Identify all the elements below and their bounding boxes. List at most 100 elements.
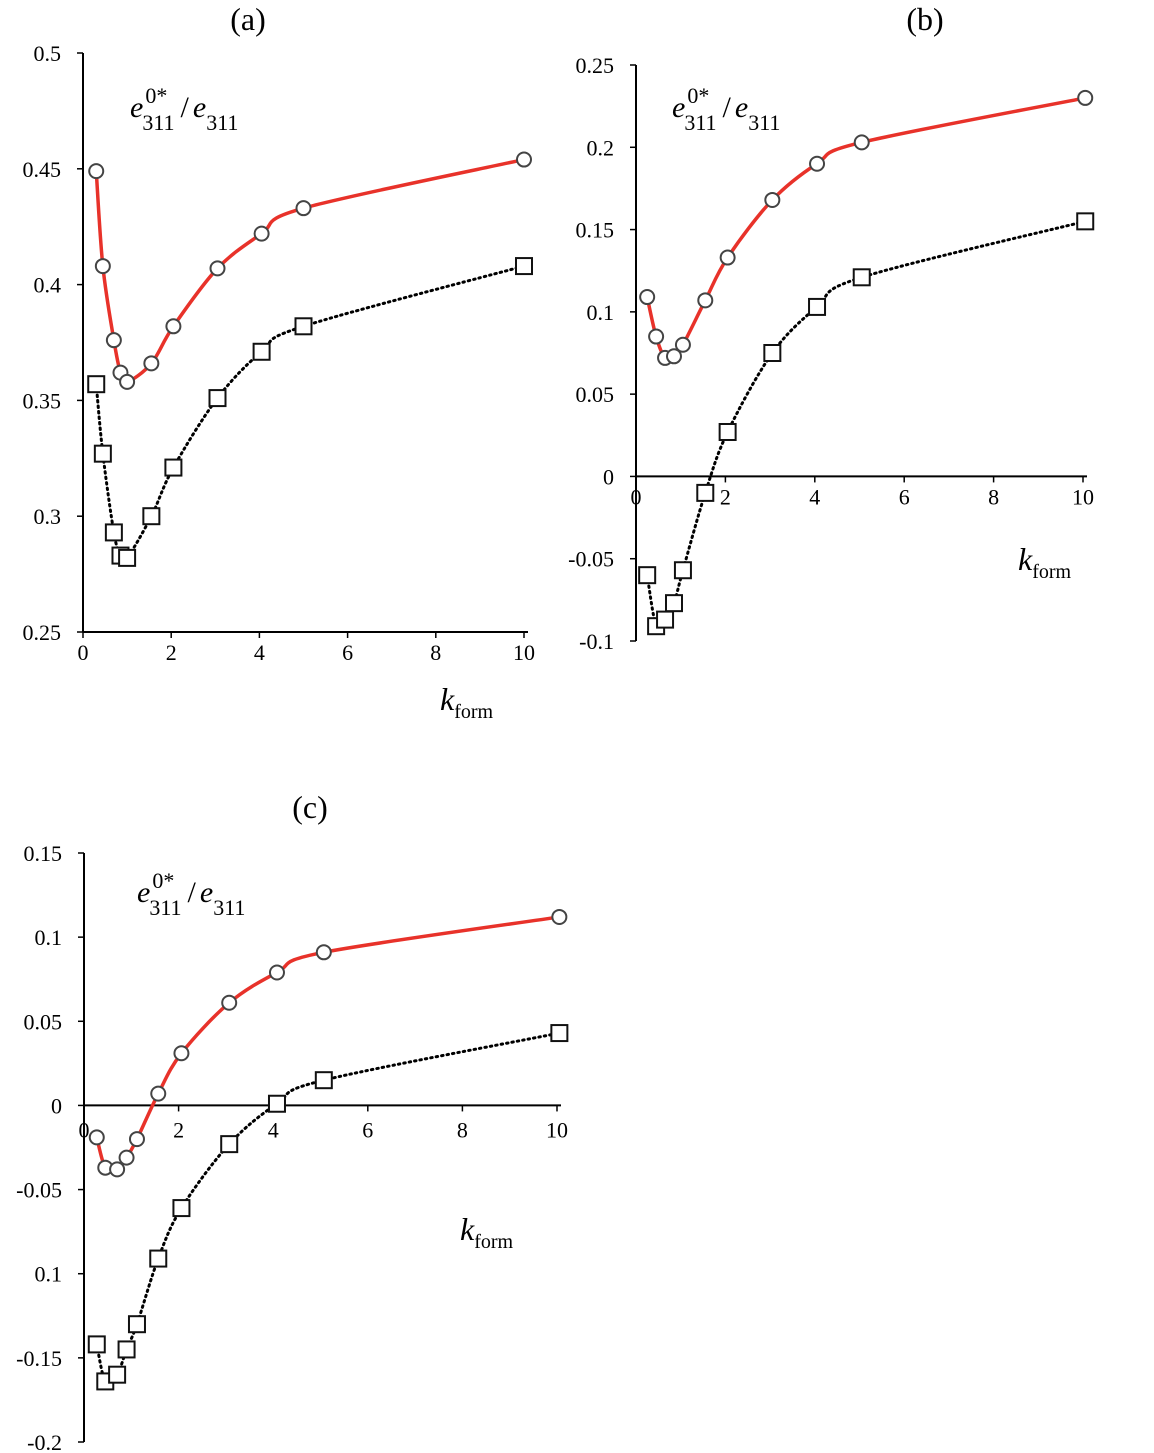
chart-panel-c: (c) -0.2 -0.15 0.1 -0.05 0 0.05 0.1 0.15 0 2 4 6 8 10 e… (16, 789, 569, 1453)
data-point-square (87, 375, 106, 394)
x-tick-label: 6 (362, 1117, 373, 1142)
y-tick-label: 0.05 (24, 1009, 63, 1034)
ylabel-sub2: 311 (206, 110, 238, 135)
ylabel-base2: e (200, 876, 213, 909)
ylabel-sub: 311 (149, 895, 181, 920)
data-point-circle (516, 151, 532, 168)
x-tick-label: 2 (720, 484, 731, 509)
x-axis-label: kform (460, 1211, 514, 1253)
data-point-circle (315, 944, 332, 961)
ylabel-slash: / (181, 91, 190, 124)
ylabel-sub: 311 (142, 110, 174, 135)
data-point-circle (719, 249, 736, 266)
x-tick-label: 0 (78, 640, 89, 665)
y-tick-label: 0.1 (587, 300, 615, 325)
data-point-circle (551, 908, 568, 925)
data-point-circle (639, 289, 656, 306)
y-tick-label: 0.35 (23, 388, 62, 413)
chart-title: (c) (292, 789, 328, 825)
ylabel-sup: 0* (687, 83, 709, 108)
y-tick-label: 0 (51, 1093, 62, 1118)
data-point-square (149, 1249, 168, 1268)
series-line-circles (94, 157, 526, 384)
y-axis-label: e0* 311/e311 (672, 83, 780, 135)
data-point-circle (165, 318, 182, 335)
data-point-square (118, 548, 137, 567)
y-tick-label: 0.4 (34, 273, 62, 298)
x-tick-label: 4 (268, 1117, 279, 1142)
y-tick-label: 0.15 (24, 841, 63, 866)
data-point-square (127, 1315, 146, 1334)
data-point-circle (118, 1149, 135, 1166)
y-tick-label: 0.5 (34, 41, 62, 66)
data-point-circle (221, 994, 238, 1011)
data-point-square (220, 1135, 239, 1154)
y-axis-label: e0* 311/e311 (137, 868, 245, 920)
data-point-circle (88, 163, 105, 180)
data-point-circle (268, 964, 285, 981)
data-point-square (696, 483, 715, 502)
data-point-square (1076, 212, 1095, 231)
xlabel-sub: form (474, 1231, 513, 1253)
x-tick-label: 6 (342, 640, 353, 665)
x-tick-label: 8 (988, 484, 999, 509)
y-tick-label: -0.2 (27, 1430, 62, 1453)
y-tick-label: 0.05 (576, 382, 615, 407)
ylabel-base: e (137, 876, 150, 909)
x-tick-label: 4 (254, 640, 265, 665)
x-tick-label: 10 (513, 640, 535, 665)
y-tick-label: 0.1 (35, 925, 63, 950)
data-point-circle (809, 155, 826, 172)
data-point-circle (253, 225, 270, 242)
data-point-circle (295, 200, 312, 217)
x-tick-label: 4 (809, 484, 820, 509)
ylabel-base: e (130, 91, 143, 124)
y-tick-label: 0.15 (576, 218, 615, 243)
y-tick-label: -0.15 (16, 1346, 62, 1371)
data-point-square (108, 1365, 127, 1384)
data-point-square (117, 1340, 136, 1359)
data-point-square (93, 444, 112, 463)
y-tick-label: 0 (603, 464, 614, 489)
data-point-circle (764, 191, 781, 208)
xlabel-sub: form (454, 701, 493, 723)
ylabel-base: e (672, 91, 685, 124)
x-axis-label: kform (440, 681, 494, 723)
data-point-square (104, 523, 123, 542)
x-tick-label: 2 (173, 1117, 184, 1142)
xlabel-base: k (440, 681, 455, 717)
data-point-square (142, 507, 161, 526)
x-axis-label: kform (1018, 541, 1072, 583)
data-point-square (515, 257, 533, 276)
ylabel-sub: 311 (684, 110, 716, 135)
y-tick-label: 0.25 (576, 53, 615, 78)
data-point-square (267, 1094, 286, 1113)
data-point-circle (674, 336, 691, 353)
data-point-square (763, 344, 782, 362)
data-point-square (718, 422, 737, 441)
ylabel-sub2: 311 (748, 110, 780, 135)
x-tick-label: 2 (166, 640, 177, 665)
x-tick-label: 10 (1072, 484, 1094, 509)
data-point-square (656, 610, 675, 629)
data-point-square (808, 297, 827, 316)
x-tick-label: 0 (631, 484, 642, 509)
data-point-circle (150, 1085, 167, 1102)
data-point-circle (665, 348, 682, 365)
data-point-square (172, 1199, 191, 1218)
data-point-circle (119, 373, 136, 390)
data-point-circle (109, 1161, 126, 1178)
y-tick-label: 0.2 (587, 135, 615, 160)
data-point-square (673, 561, 692, 580)
xlabel-sub: form (1032, 561, 1071, 583)
xlabel-base: k (460, 1211, 475, 1247)
data-point-circle (648, 328, 665, 345)
data-point-square (314, 1071, 333, 1090)
xlabel-base: k (1018, 541, 1033, 577)
data-point-circle (143, 355, 160, 372)
data-point-square (664, 594, 683, 613)
data-point-circle (1077, 89, 1094, 106)
